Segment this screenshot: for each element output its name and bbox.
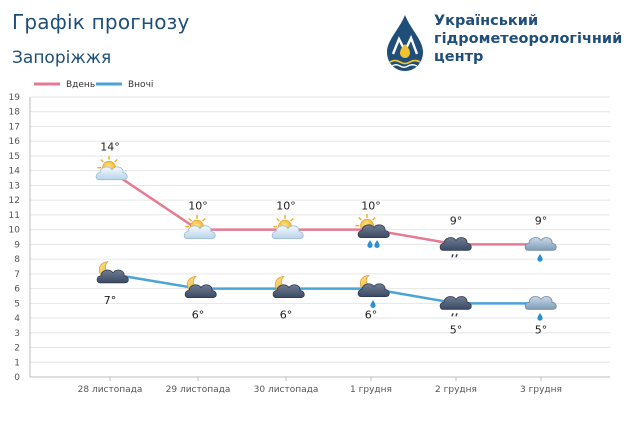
y-tick-label: 12 [9,196,20,206]
data-label-day: 14° [100,141,120,154]
brand-name-line-1: Український [434,13,539,29]
y-tick-label: 10 [9,226,21,236]
legend-label-night: Вночі [128,80,153,90]
y-tick-label: 0 [14,373,20,383]
y-tick-label: 6 [14,285,20,295]
x-tick-label: 3 грудня [520,385,562,395]
moon-cloud-icon [273,277,304,298]
moon-cloud-icon [185,277,216,298]
cloud-rain-icon [525,296,556,320]
x-tick-label: 30 листопада [254,385,319,395]
data-label-night: 6° [365,309,378,322]
x-ticks: 28 листопада 29 листопада 30 листопада 1 гр… [78,377,562,395]
brand-name-line-3: центр [434,49,484,65]
moon-cloud-icon [97,262,128,283]
legend: Вдень Вночі [34,80,153,90]
y-tick-label: 16 [9,137,21,147]
data-label-night: 5° [535,323,548,336]
grid-layer [30,96,610,363]
data-label-night: 6° [192,309,205,322]
data-label-day: 9° [450,214,463,227]
brand-name-line-2: гідрометеорологічний [434,31,623,47]
data-label-night: 5° [450,323,463,336]
brand-name: Український гідрометеорологічний центр [434,12,634,66]
data-label-day: 10° [188,200,208,213]
y-tick-label: 3 [14,329,20,339]
legend-label-day: Вдень [66,80,95,90]
x-tick-label: 1 грудня [350,385,392,395]
city-name: Запоріжжя [12,48,112,68]
x-tick-label: 28 листопада [78,385,143,395]
y-tick-label: 4 [14,314,20,324]
y-tick-label: 17 [9,122,20,132]
y-tick-label: 18 [9,108,21,118]
data-label-day: 10° [361,200,381,213]
series-line-day [109,169,541,246]
y-tick-label: 1 [14,358,20,368]
y-tick-label: 8 [14,255,20,265]
y-tick-label: 14 [9,167,21,177]
series-layer: 14° 10° 10° 10° 9° 9° 7° 6° 6° 6° 5° 5° [96,141,556,336]
data-label-night: 7° [104,294,117,307]
data-label-day: 9° [535,214,548,227]
sun-cloud-icon [184,216,215,239]
y-tick-label: 5 [14,299,20,309]
y-tick-label: 7 [14,270,20,280]
sun-cloud-icon [272,216,303,239]
dark-cloud-drizzle-icon [440,238,471,258]
page-title: Графік прогнозу [12,10,190,34]
brand: Український гідрометеорологічний центр [384,12,634,74]
dark-cloud-drizzle-icon [440,296,471,316]
y-tick-label: 19 [9,93,21,103]
drop-logo-icon [387,15,423,71]
y-tick-label: 13 [9,181,20,191]
y-tick-label: 2 [14,344,20,354]
data-label-night: 6° [280,309,293,322]
y-tick-label: 11 [9,211,20,221]
cloud-rain-icon [525,238,556,262]
x-tick-label: 2 грудня [435,385,477,395]
sun-cloud-rain-icon [356,215,389,248]
y-tick-label: 15 [9,152,20,162]
sun-cloud-icon [96,157,127,180]
x-tick-label: 29 листопада [166,385,231,395]
data-label-day: 10° [276,200,296,213]
y-tick-label: 9 [14,240,20,250]
